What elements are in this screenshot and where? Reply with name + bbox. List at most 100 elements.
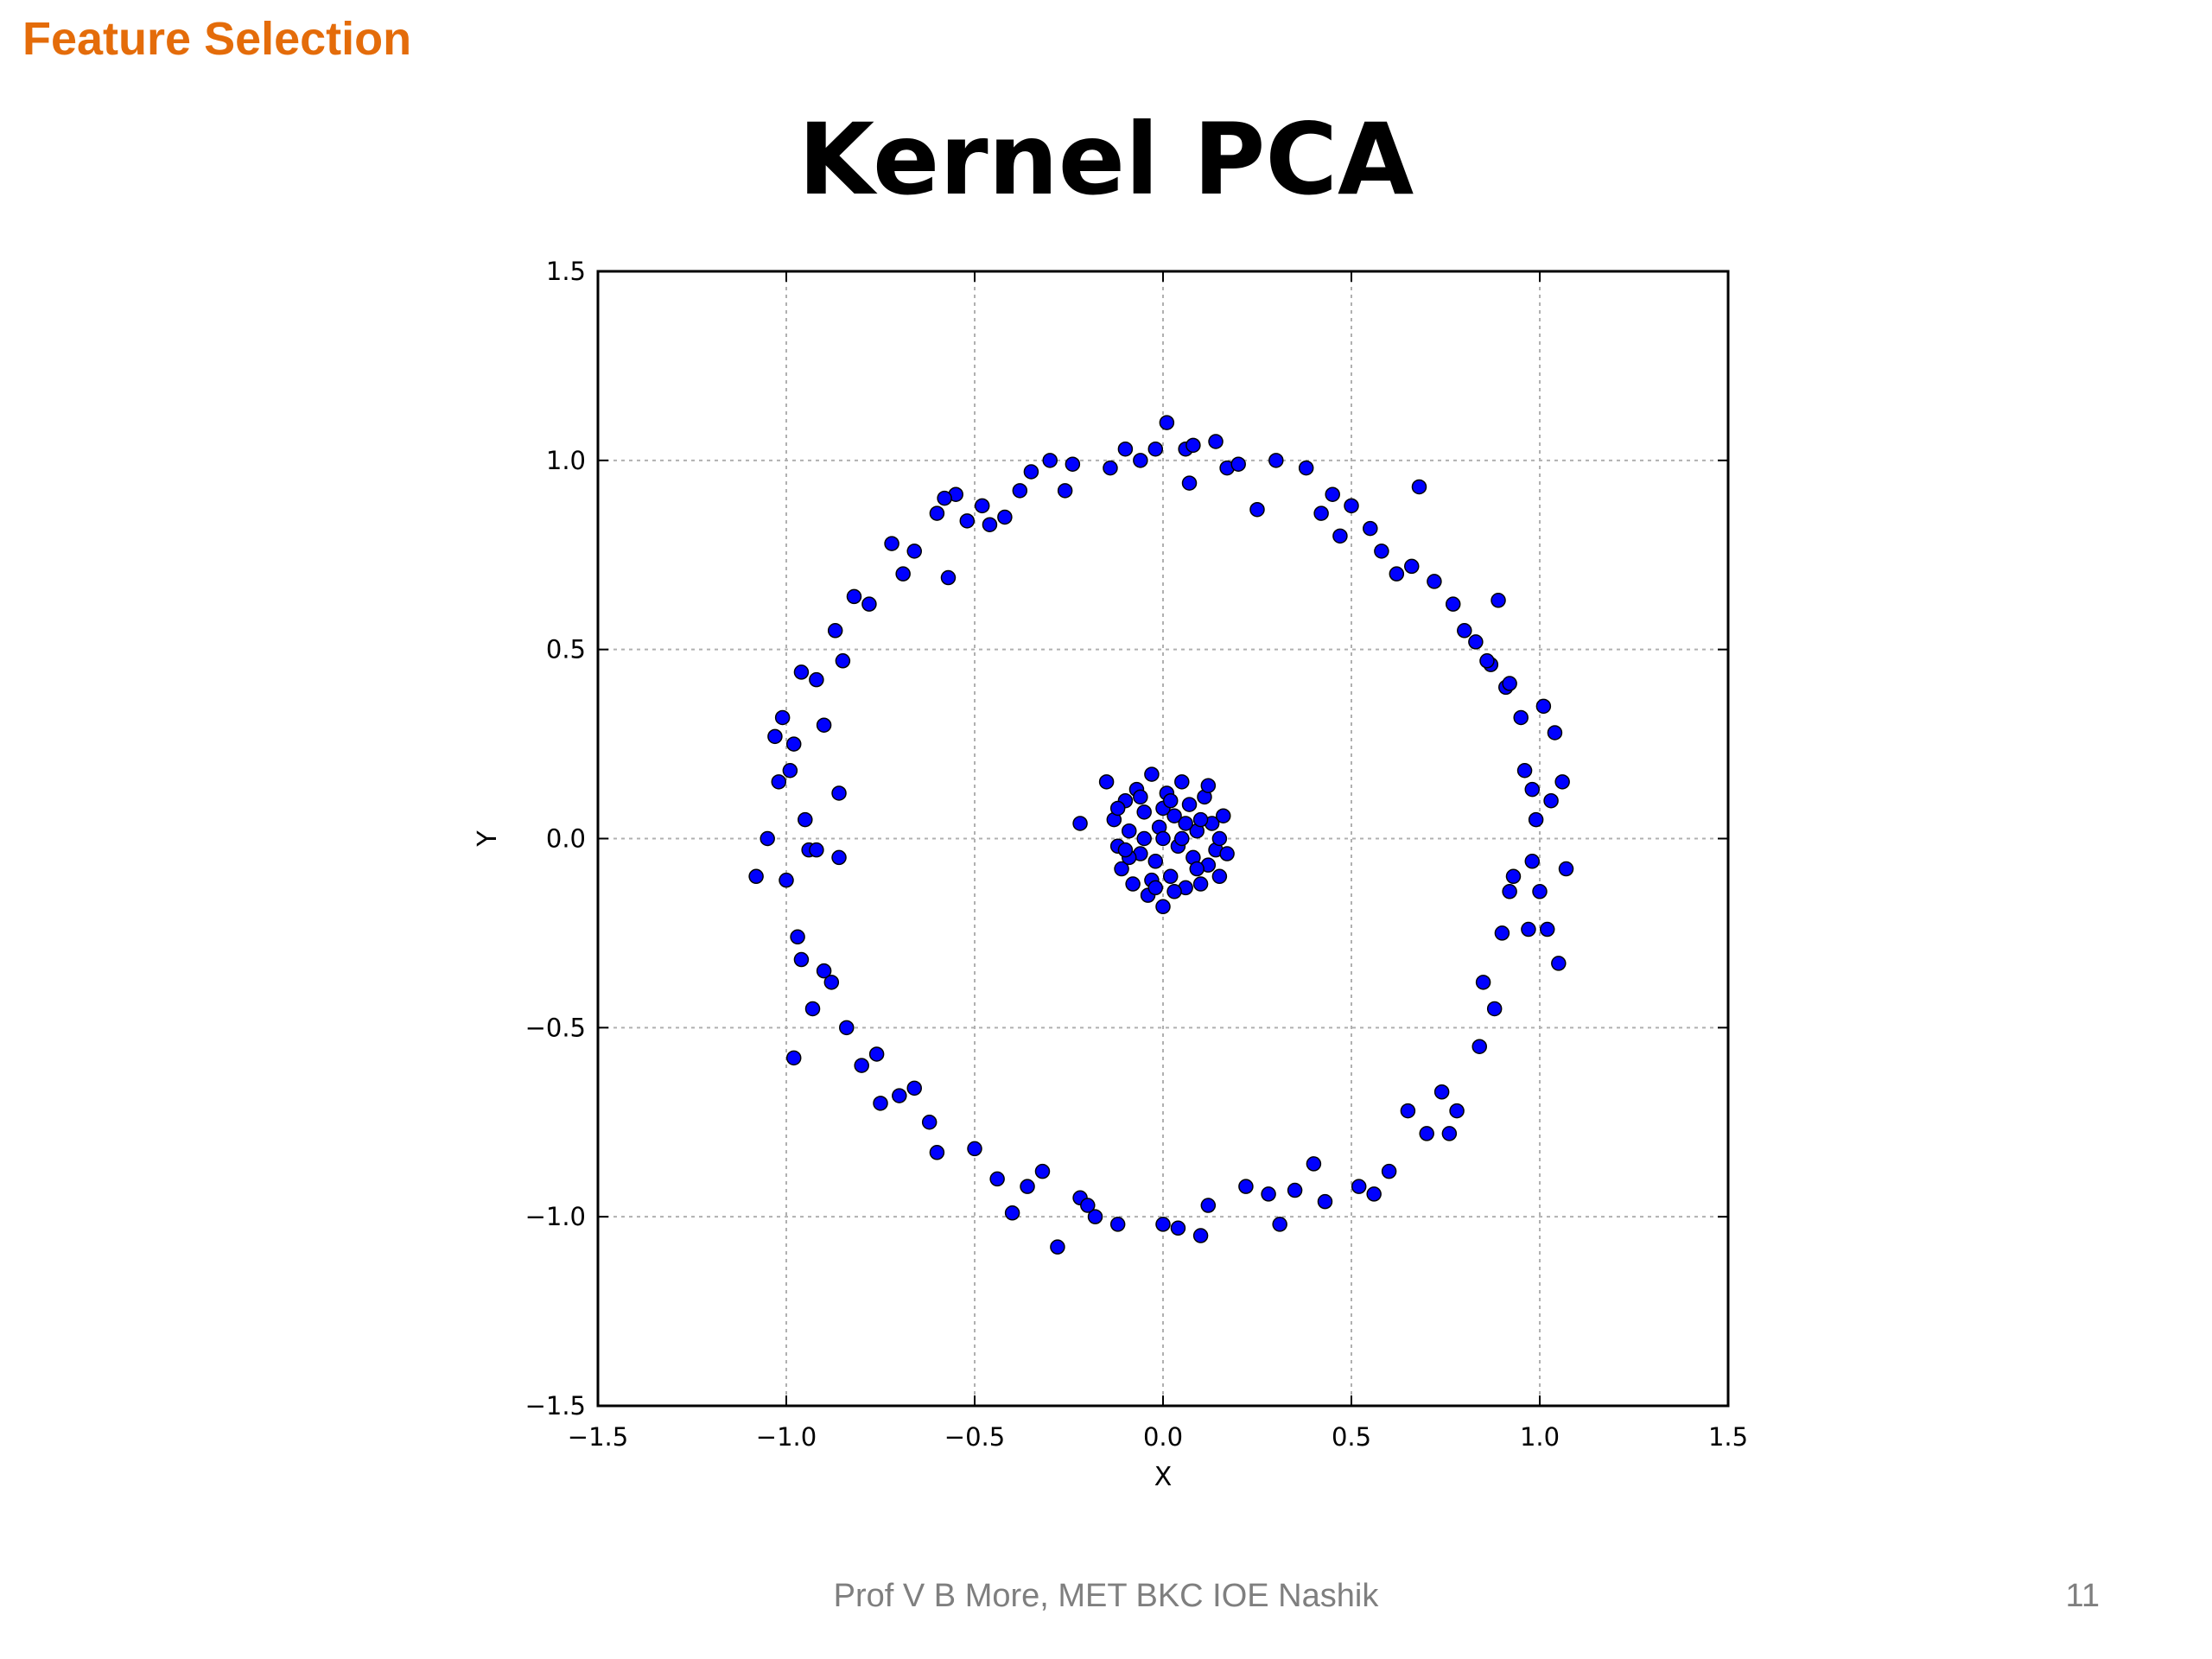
inner-cluster-point: [1122, 823, 1137, 839]
section-header: Feature Selection: [22, 13, 412, 65]
outer-ring-point: [846, 588, 862, 605]
outer-ring-point: [1065, 456, 1081, 472]
outer-ring-point: [1528, 811, 1544, 828]
outer-ring-point: [774, 709, 791, 726]
outer-ring-point: [1147, 441, 1164, 457]
outer-ring-point: [804, 1001, 821, 1017]
outer-ring-point: [1261, 1186, 1276, 1202]
outer-ring-point: [1249, 501, 1265, 518]
outer-ring-point: [1471, 1039, 1487, 1054]
outer-ring-point: [1344, 498, 1359, 514]
outer-ring-point: [1306, 1156, 1322, 1172]
outer-ring-point: [1524, 854, 1541, 869]
inner-cluster-point: [1155, 899, 1171, 915]
inner-cluster-point: [1098, 774, 1115, 790]
x-tick-label: −0.5: [944, 1422, 1005, 1452]
outer-ring-point: [1513, 709, 1529, 726]
outer-ring-point: [1374, 543, 1389, 559]
outer-ring-point: [1502, 884, 1517, 899]
x-axis-ticks: −1.5 −1.0 −0.5 0.0 0.5 1.0 1.5: [568, 271, 1748, 1452]
outer-ring-point: [1012, 483, 1028, 499]
outer-ring-point: [1080, 1198, 1096, 1213]
y-tick-label: 1.0: [546, 446, 586, 475]
x-axis-label: X: [1154, 1462, 1173, 1492]
inner-cluster-point: [1166, 884, 1182, 899]
outer-ring-point: [1516, 762, 1533, 779]
outer-ring-point: [1433, 1084, 1450, 1100]
outer-ring-point: [835, 653, 851, 669]
inner-cluster-point: [1174, 830, 1190, 847]
outer-ring-point: [1494, 925, 1510, 941]
outer-ring-point: [937, 490, 952, 506]
outer-ring-point: [1238, 1179, 1254, 1194]
outer-ring-point: [1491, 593, 1506, 608]
outer-ring-point: [1524, 781, 1541, 798]
outer-ring-point: [1050, 1239, 1065, 1255]
inner-cluster-point: [1192, 811, 1209, 828]
outer-ring-point: [967, 1141, 982, 1157]
inner-cluster-point: [1200, 778, 1217, 793]
outer-ring-point: [868, 1046, 885, 1062]
outer-ring-point: [959, 513, 976, 529]
inner-cluster-point: [1178, 816, 1193, 831]
outer-ring-point: [1479, 653, 1495, 669]
inner-cluster-point: [1109, 800, 1126, 817]
inner-cluster-point: [1144, 766, 1160, 782]
outer-ring-point: [1475, 975, 1491, 990]
x-tick-label: 1.5: [1708, 1422, 1748, 1452]
outer-ring-point: [1419, 1126, 1434, 1141]
outer-ring-point: [1087, 1209, 1103, 1224]
outer-ring-point: [1192, 1228, 1209, 1243]
outer-ring-point: [895, 566, 911, 582]
outer-ring-point: [1554, 774, 1570, 790]
x-tick-label: 1.0: [1520, 1422, 1560, 1452]
outer-ring-point: [1020, 1179, 1035, 1194]
outer-ring-point: [809, 842, 824, 858]
inner-cluster-point: [1155, 830, 1171, 847]
outer-ring-point: [921, 1115, 938, 1130]
outer-ring-point: [1287, 1182, 1303, 1198]
outer-ring-point: [779, 872, 794, 888]
outer-ring-point: [1332, 528, 1348, 544]
outer-ring-point: [1042, 453, 1058, 468]
inner-cluster-point: [1136, 830, 1152, 847]
inner-cluster-point: [1211, 868, 1228, 885]
outer-ring-point: [1159, 415, 1175, 430]
outer-ring-point: [1298, 460, 1314, 476]
y-tick-label: 1.5: [546, 257, 586, 286]
outer-ring-point: [767, 728, 783, 745]
outer-ring-point: [798, 811, 813, 828]
x-tick-label: 0.0: [1143, 1422, 1183, 1452]
inner-cluster-point: [1114, 861, 1129, 877]
outer-ring-point: [1272, 1217, 1287, 1232]
outer-ring-point: [997, 509, 1013, 525]
outer-ring-point: [1366, 1186, 1382, 1202]
outer-ring-point: [1502, 676, 1517, 691]
outer-ring-point: [831, 785, 847, 801]
outer-ring-point: [1427, 574, 1442, 589]
inner-cluster-point: [1192, 876, 1209, 892]
outer-ring-point: [1363, 520, 1378, 537]
data-points: [748, 415, 1574, 1255]
inner-cluster-point: [1117, 842, 1134, 858]
inner-cluster-point: [1162, 792, 1179, 809]
outer-ring-point: [989, 1171, 1005, 1187]
page-number: 11: [2065, 1578, 2100, 1614]
outer-ring-point: [1457, 623, 1472, 639]
outer-ring-point: [785, 736, 802, 752]
outer-ring-point: [1117, 441, 1134, 457]
inner-cluster-point: [1147, 854, 1164, 869]
outer-ring-point: [982, 517, 998, 532]
y-tick-label: −0.5: [525, 1013, 586, 1042]
outer-ring-point: [1521, 921, 1536, 938]
outer-ring-point: [1351, 1179, 1367, 1194]
outer-ring-point: [1004, 1205, 1020, 1221]
inner-cluster-point: [1072, 816, 1088, 831]
outer-ring-point: [1313, 505, 1329, 521]
outer-ring-point: [809, 671, 824, 688]
outer-ring-point: [1445, 596, 1461, 612]
outer-ring-point: [1547, 725, 1563, 741]
outer-ring-point: [1404, 558, 1420, 575]
outer-ring-point: [831, 849, 847, 866]
outer-ring-point: [785, 1050, 802, 1066]
